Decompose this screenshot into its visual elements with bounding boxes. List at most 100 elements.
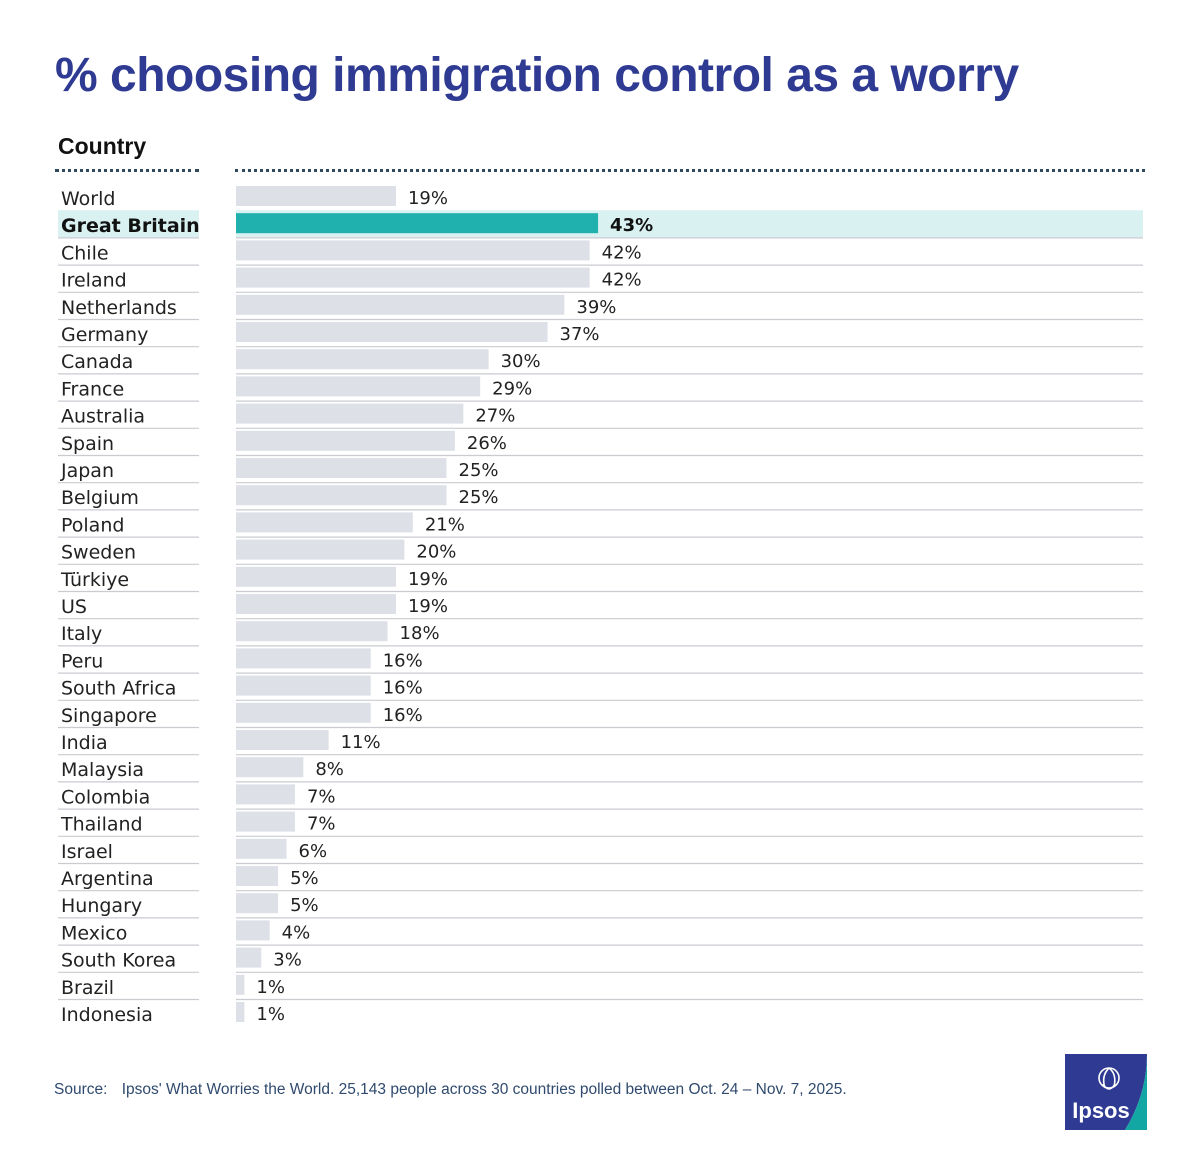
category-label: Belgium bbox=[61, 487, 139, 509]
value-label: 42% bbox=[602, 242, 642, 263]
category-label: Mexico bbox=[61, 922, 127, 944]
bar-malaysia bbox=[236, 757, 304, 778]
category-label: India bbox=[61, 732, 108, 754]
value-label: 20% bbox=[416, 542, 456, 563]
value-label: 11% bbox=[341, 732, 381, 753]
source-text: Ipsos' What Worries the World. 25,143 pe… bbox=[121, 1081, 847, 1098]
value-label: 16% bbox=[383, 705, 423, 726]
category-label: Spain bbox=[61, 433, 114, 455]
bar-chile bbox=[236, 240, 590, 261]
bar-argentina bbox=[236, 866, 279, 886]
value-label: 42% bbox=[602, 270, 642, 291]
value-label: 18% bbox=[400, 623, 440, 644]
category-label: Türkiye bbox=[60, 569, 129, 591]
bar-south-africa bbox=[236, 675, 371, 696]
category-label: Peru bbox=[61, 650, 103, 672]
bar-sweden bbox=[236, 539, 405, 560]
column-header-country: Country bbox=[58, 133, 147, 159]
value-label: 5% bbox=[290, 868, 319, 889]
category-label: Netherlands bbox=[61, 297, 177, 319]
logo-text: Ipsos bbox=[1072, 1098, 1129, 1123]
bar-canada bbox=[236, 349, 489, 370]
bar-hungary bbox=[236, 893, 279, 914]
value-label: 19% bbox=[408, 596, 448, 617]
value-label: 37% bbox=[560, 324, 600, 345]
value-label: 5% bbox=[290, 895, 319, 916]
category-label: Chile bbox=[61, 242, 109, 264]
category-label: Colombia bbox=[61, 786, 150, 808]
value-label: 6% bbox=[299, 841, 328, 862]
bar-t-rkiye bbox=[236, 566, 396, 587]
value-label: 21% bbox=[425, 514, 465, 535]
category-label: Poland bbox=[61, 514, 124, 536]
bar-indonesia bbox=[236, 1002, 245, 1022]
bar-peru bbox=[236, 648, 371, 669]
value-label: 25% bbox=[459, 487, 499, 508]
bar-india bbox=[236, 730, 329, 750]
category-label: Argentina bbox=[61, 868, 154, 890]
value-label: 26% bbox=[467, 433, 507, 454]
bar-mexico bbox=[236, 920, 270, 941]
highlight-band-label bbox=[58, 210, 199, 238]
bar-singapore bbox=[236, 702, 371, 723]
bar-japan bbox=[236, 458, 447, 478]
category-label: France bbox=[61, 378, 124, 400]
bar-france bbox=[236, 376, 481, 397]
value-label: 7% bbox=[307, 786, 336, 807]
bar-spain bbox=[236, 430, 455, 451]
value-label: 19% bbox=[408, 188, 448, 209]
category-label: Indonesia bbox=[61, 1004, 153, 1026]
value-label: 29% bbox=[492, 378, 532, 399]
bar-south-korea bbox=[236, 947, 262, 968]
value-label: 7% bbox=[307, 814, 336, 835]
ipsos-logo: Ipsos bbox=[1065, 1054, 1147, 1130]
value-label: 30% bbox=[501, 351, 541, 372]
bar-great-britain bbox=[236, 213, 599, 234]
chart-title: % choosing immigration control as a worr… bbox=[55, 49, 1019, 102]
bar-italy bbox=[236, 621, 388, 642]
bar-poland bbox=[236, 512, 413, 533]
bar-belgium bbox=[236, 485, 447, 506]
category-label: Italy bbox=[61, 623, 102, 645]
category-label: US bbox=[61, 596, 87, 618]
bar-australia bbox=[236, 403, 464, 424]
category-label: Canada bbox=[61, 351, 133, 373]
value-label: 3% bbox=[273, 950, 302, 971]
category-label: Singapore bbox=[61, 705, 157, 727]
value-label: 1% bbox=[256, 1004, 285, 1025]
source-note: Source: Ipsos' What Worries the World. 2… bbox=[54, 1081, 847, 1099]
category-label: Malaysia bbox=[61, 759, 144, 781]
category-label: Thailand bbox=[60, 814, 143, 836]
category-label: Germany bbox=[61, 324, 148, 346]
category-label: Ireland bbox=[61, 270, 127, 292]
category-label: Australia bbox=[61, 406, 145, 428]
bar-israel bbox=[236, 838, 287, 859]
category-label: South Korea bbox=[61, 950, 176, 972]
value-label: 1% bbox=[256, 977, 285, 998]
header-divider-right bbox=[235, 169, 1145, 172]
category-label: Hungary bbox=[61, 895, 142, 917]
source-label: Source: bbox=[54, 1081, 108, 1098]
value-label: 4% bbox=[282, 922, 311, 943]
bar-us bbox=[236, 594, 396, 614]
category-label: Great Britain bbox=[61, 215, 200, 237]
value-label: 39% bbox=[576, 297, 616, 318]
bar-world bbox=[236, 186, 396, 206]
bar-ireland bbox=[236, 267, 590, 288]
value-label: 43% bbox=[610, 215, 653, 236]
bar-netherlands bbox=[236, 294, 565, 315]
value-label: 16% bbox=[383, 650, 423, 671]
bar-colombia bbox=[236, 784, 295, 805]
category-label: World bbox=[61, 188, 115, 210]
category-label: Japan bbox=[60, 460, 114, 482]
category-label: Israel bbox=[61, 841, 113, 863]
value-label: 8% bbox=[315, 759, 344, 780]
category-label: Sweden bbox=[61, 542, 136, 564]
category-label: South Africa bbox=[61, 678, 176, 700]
bar-germany bbox=[236, 322, 548, 342]
value-label: 19% bbox=[408, 569, 448, 590]
value-label: 27% bbox=[475, 406, 515, 427]
bar-brazil bbox=[236, 974, 245, 995]
value-label: 25% bbox=[459, 460, 499, 481]
